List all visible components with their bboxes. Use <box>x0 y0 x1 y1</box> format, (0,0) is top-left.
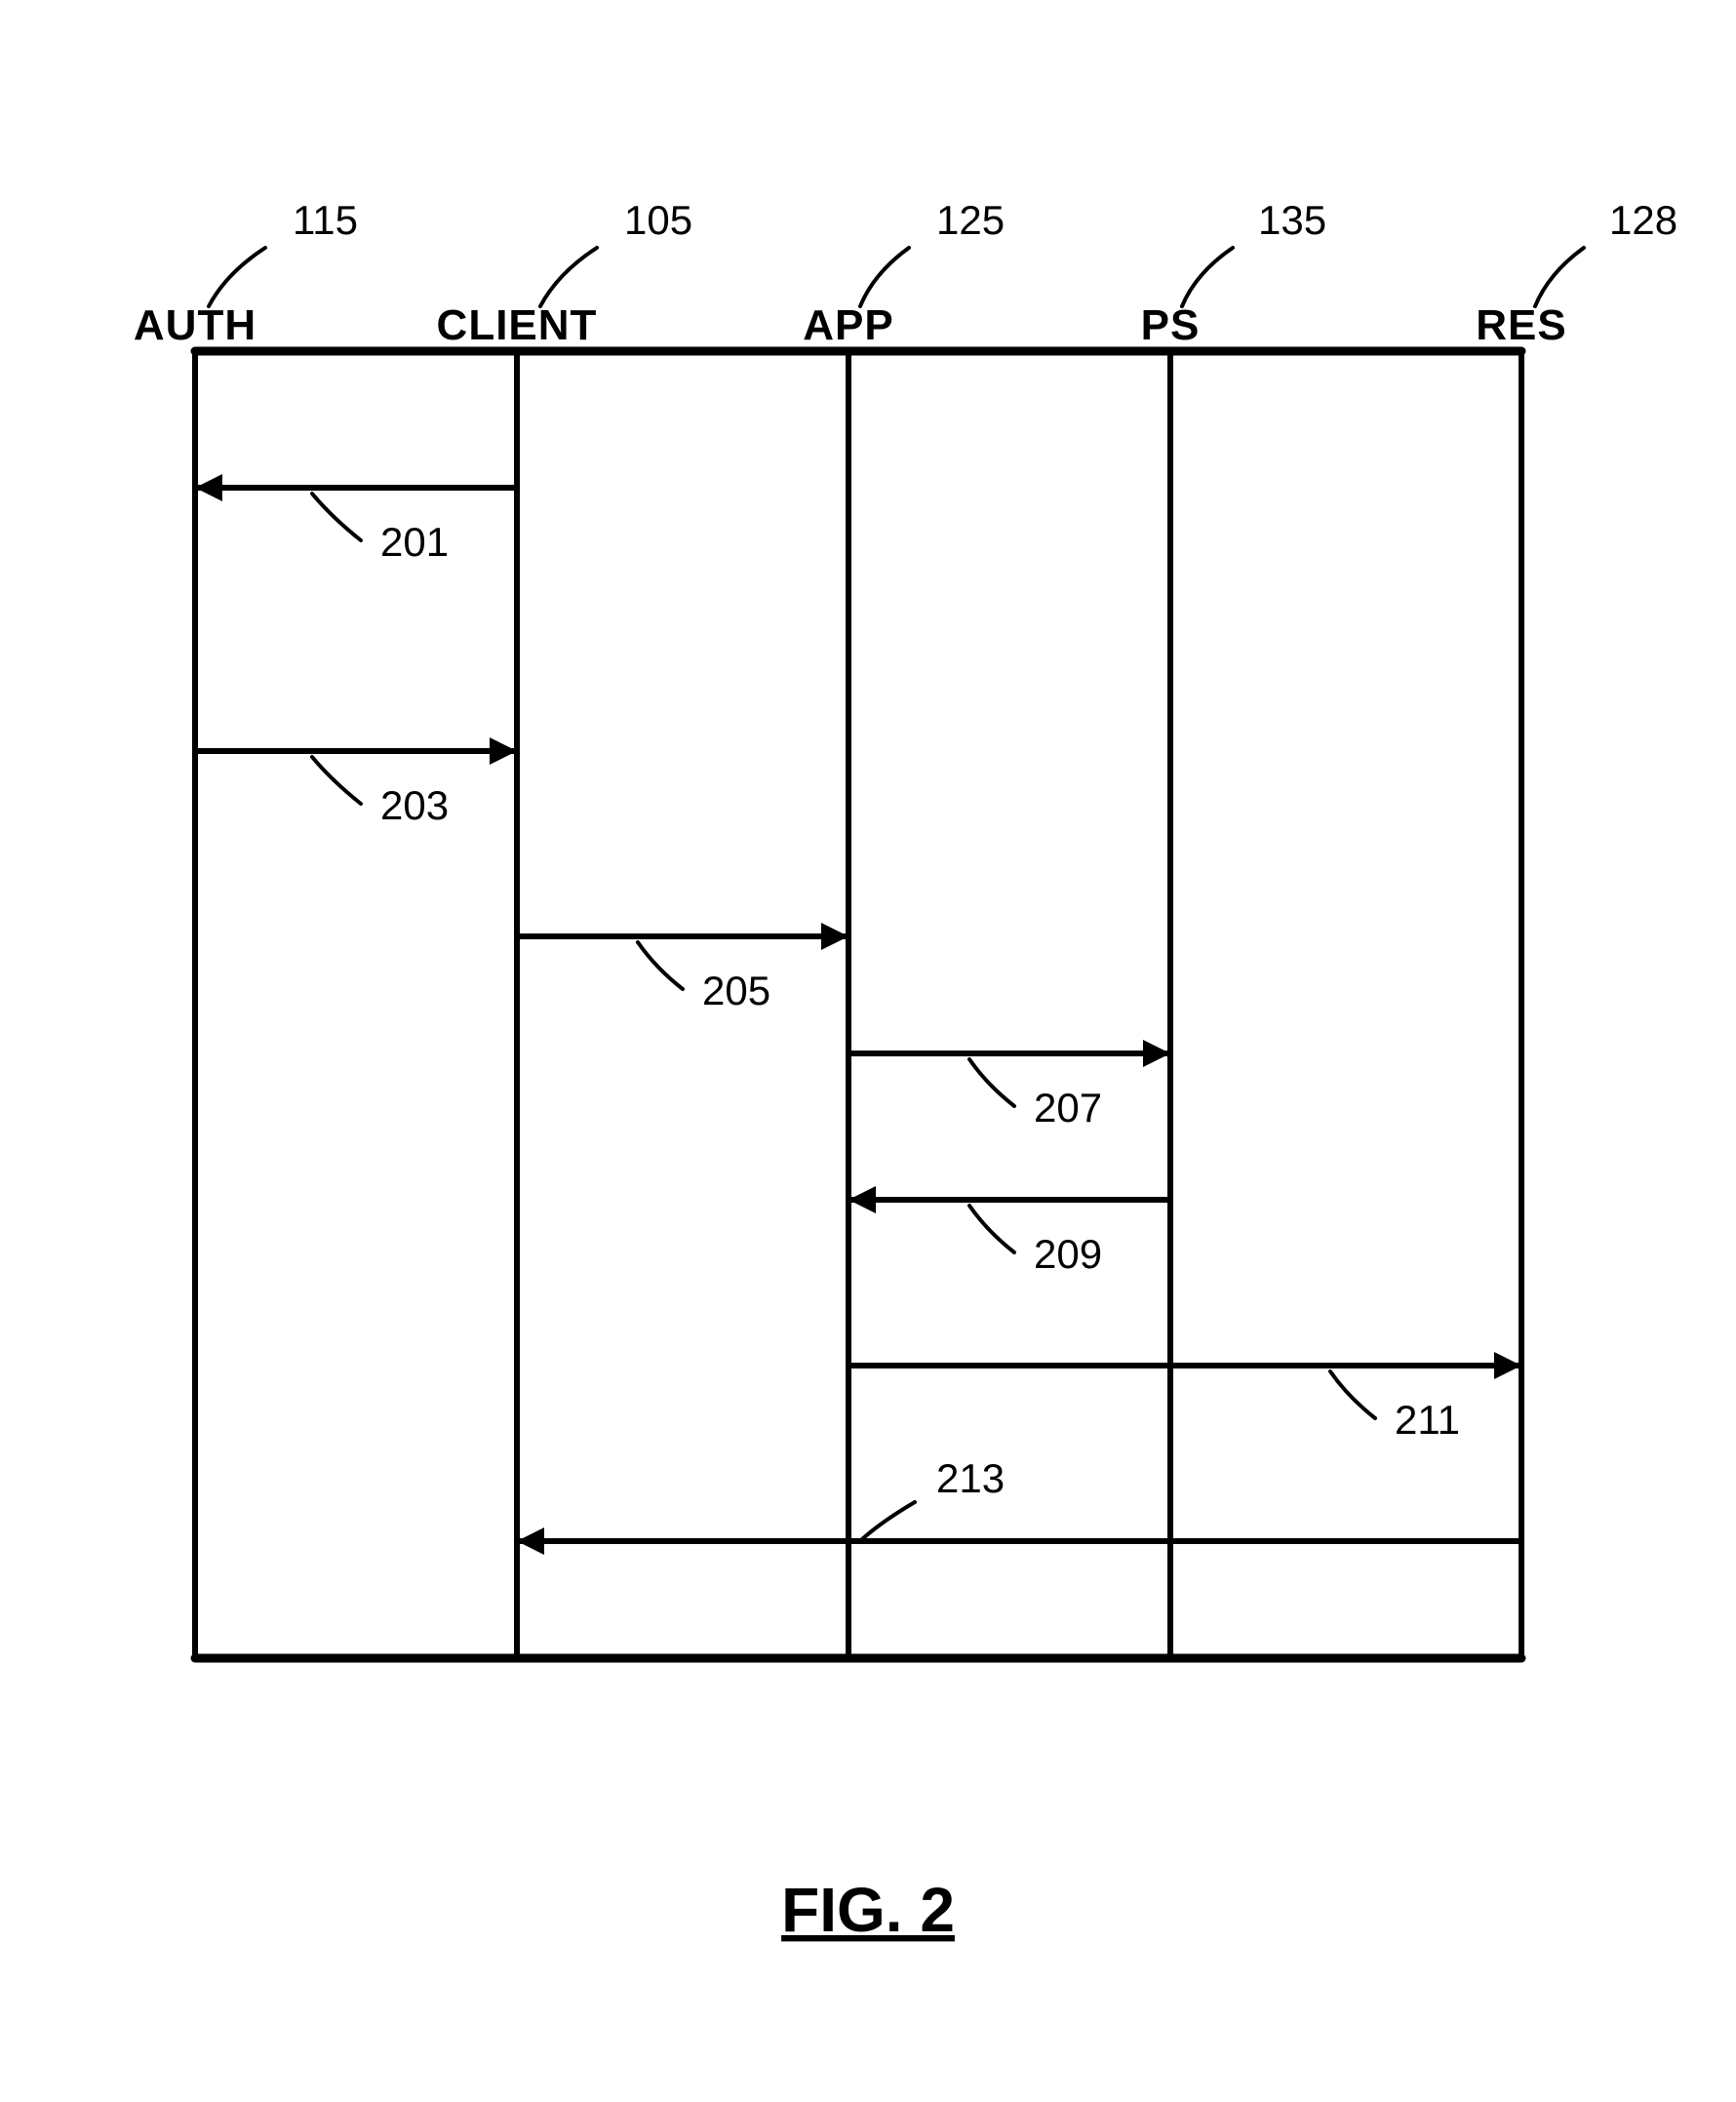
message-ref-207: 207 <box>1034 1085 1102 1130</box>
sequence-diagram: AUTH 115 CLIENT 105 APP 125 PS 135 RES 128 201 203 2… <box>0 0 1736 2102</box>
lane-auth: AUTH 115 <box>134 197 358 1658</box>
message-ref-203: 203 <box>380 782 449 828</box>
message-205: 205 <box>517 923 848 1013</box>
message-211: 211 <box>848 1352 1521 1443</box>
message-213: 213 <box>517 1455 1521 1555</box>
lane-ref-client: 105 <box>624 197 692 243</box>
lane-ref-auth: 115 <box>293 197 358 243</box>
lane-client: CLIENT 105 <box>437 197 693 1658</box>
lane-app: APP 125 <box>803 197 1005 1658</box>
page: AUTH 115 CLIENT 105 APP 125 PS 135 RES 128 201 203 2… <box>0 0 1736 2102</box>
message-201: 201 <box>195 474 517 565</box>
lane-label-ps: PS <box>1141 301 1201 349</box>
message-203: 203 <box>195 737 517 828</box>
lane-ps: PS 135 <box>1141 197 1326 1658</box>
lane-ref-res: 128 <box>1609 197 1677 243</box>
message-ref-209: 209 <box>1034 1231 1102 1277</box>
message-ref-213: 213 <box>936 1455 1005 1501</box>
lane-label-auth: AUTH <box>134 301 256 349</box>
lane-label-client: CLIENT <box>437 301 598 349</box>
figure-caption: FIG. 2 <box>781 1875 955 1945</box>
message-ref-201: 201 <box>380 519 449 565</box>
message-209: 209 <box>848 1186 1170 1277</box>
message-ref-205: 205 <box>702 968 770 1013</box>
lane-ref-app: 125 <box>936 197 1005 243</box>
message-207: 207 <box>848 1040 1170 1130</box>
lane-res: RES 128 <box>1476 197 1677 1658</box>
lane-label-res: RES <box>1476 301 1566 349</box>
lane-ref-ps: 135 <box>1258 197 1326 243</box>
message-ref-211: 211 <box>1395 1397 1460 1443</box>
lane-label-app: APP <box>803 301 893 349</box>
